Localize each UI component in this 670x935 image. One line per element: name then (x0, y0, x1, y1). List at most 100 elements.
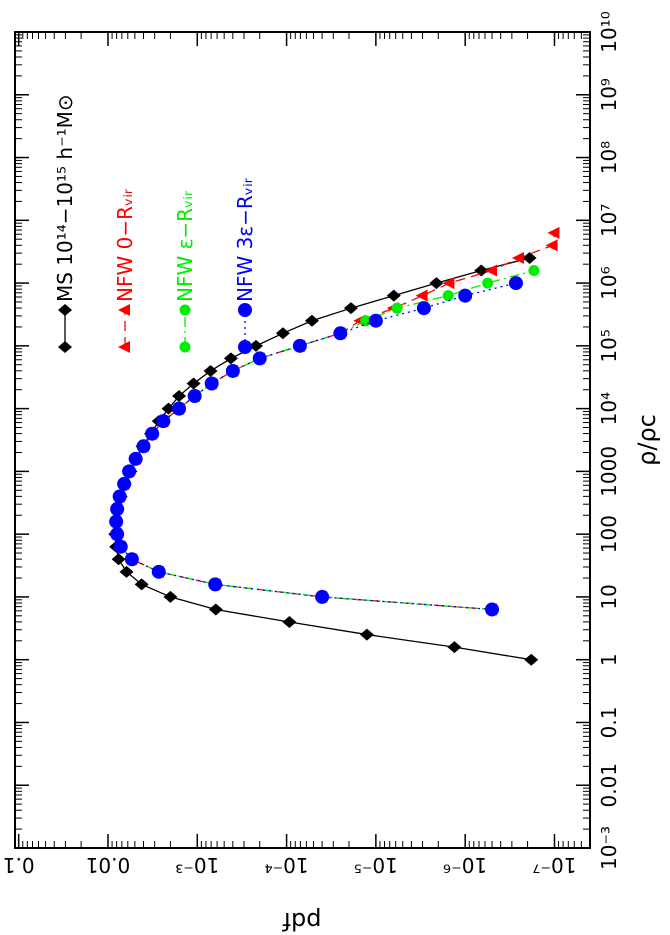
marker (386, 289, 401, 302)
marker (442, 277, 455, 290)
plot-area (108, 226, 560, 666)
series-line (115, 269, 535, 611)
marker (156, 414, 171, 429)
marker (113, 539, 128, 554)
marker (179, 304, 191, 316)
x-tick-label: 1000 (597, 446, 621, 497)
marker (508, 276, 523, 291)
marker (442, 290, 454, 302)
marker (161, 402, 176, 415)
marker (238, 303, 252, 317)
marker (415, 289, 428, 302)
x-tick-label: 10⁻³ (597, 826, 621, 870)
marker (203, 364, 218, 377)
marker (275, 327, 290, 340)
marker (112, 489, 127, 504)
marker (172, 390, 187, 403)
y-tick-label: 10⁻⁶ (443, 853, 487, 877)
marker (186, 377, 201, 390)
marker (204, 376, 219, 391)
marker (333, 326, 348, 341)
marker (511, 251, 524, 264)
y-tick-label: 10⁻⁵ (354, 853, 398, 877)
y-axis-label: pdf (282, 907, 321, 935)
marker (124, 552, 139, 567)
marker (528, 265, 540, 277)
marker (117, 476, 132, 491)
y-tick-label: 0.01 (86, 853, 131, 877)
marker (179, 341, 191, 353)
marker (118, 341, 130, 353)
legend-label: MS 10¹⁴−10¹⁵ h⁻¹M⊙ (53, 94, 77, 302)
marker (208, 603, 223, 616)
marker (223, 352, 238, 365)
marker (145, 426, 160, 441)
marker (163, 590, 178, 603)
y-tick-label: 10⁻⁷ (532, 853, 576, 877)
marker (110, 527, 125, 542)
marker (368, 313, 383, 328)
x-tick-label: 10¹⁰ (597, 11, 621, 52)
y-tick-label: 0.1 (3, 853, 35, 877)
marker (545, 239, 558, 252)
legend-label: NFW 3ε−Rᵥᵢᵣ (233, 177, 257, 302)
marker (547, 226, 560, 239)
marker (447, 641, 462, 654)
marker (282, 616, 297, 629)
y-tick-label: 10⁻⁴ (265, 853, 309, 877)
marker (522, 251, 537, 264)
series-line (115, 282, 517, 611)
x-tick-label: 0.01 (597, 763, 621, 808)
marker (122, 464, 137, 479)
marker (238, 340, 252, 354)
marker (359, 628, 374, 641)
marker (136, 439, 151, 454)
x-tick-label: 10⁴ (597, 392, 621, 425)
marker (110, 502, 125, 517)
x-tick-label: 10⁵ (597, 329, 621, 362)
y-tick-label: 10⁻³ (175, 853, 219, 877)
rotated-plot: ρ/ρc pdf 10⁻³ 0.01 0.1 1 10 100 1000 10⁴ 10⁵ 10⁶ 1… (3, 11, 661, 935)
x-tick-label: 10⁶ (597, 266, 621, 299)
marker (208, 577, 223, 592)
marker (416, 301, 431, 316)
x-tick-label: 0.1 (597, 707, 621, 739)
marker (429, 277, 444, 290)
marker (118, 304, 130, 316)
marker (458, 288, 473, 303)
marker (474, 264, 489, 277)
legend-label: NFW 0−Rᵥᵢᵣ (113, 188, 137, 302)
marker (151, 564, 166, 579)
marker (225, 363, 240, 378)
x-tick-label: 1 (597, 653, 621, 666)
marker (187, 389, 202, 404)
marker (58, 304, 72, 316)
x-tick-label: 10⁸ (597, 141, 621, 174)
x-tick-label: 10⁷ (597, 204, 621, 237)
marker (58, 341, 72, 353)
marker (304, 314, 319, 327)
marker (134, 578, 149, 591)
marker (172, 401, 187, 416)
plot-frame (14, 31, 591, 849)
x-tick-label: 100 (597, 515, 621, 553)
marker (292, 338, 307, 353)
marker (252, 351, 267, 366)
marker (391, 302, 403, 314)
marker (128, 451, 143, 466)
marker (249, 339, 264, 352)
marker (482, 277, 494, 289)
marker (485, 264, 498, 277)
legend-label: NFW ε−Rᵥᵢᵣ (173, 190, 197, 302)
marker (524, 653, 539, 666)
marker (315, 589, 330, 604)
x-axis-label: ρ/ρc (633, 414, 661, 466)
marker (111, 553, 126, 566)
x-tick-label: 10⁹ (597, 78, 621, 111)
x-tick-label: 10 (597, 584, 621, 609)
marker (109, 514, 124, 529)
marker (119, 565, 134, 578)
marker (485, 602, 500, 617)
marker (343, 302, 358, 315)
